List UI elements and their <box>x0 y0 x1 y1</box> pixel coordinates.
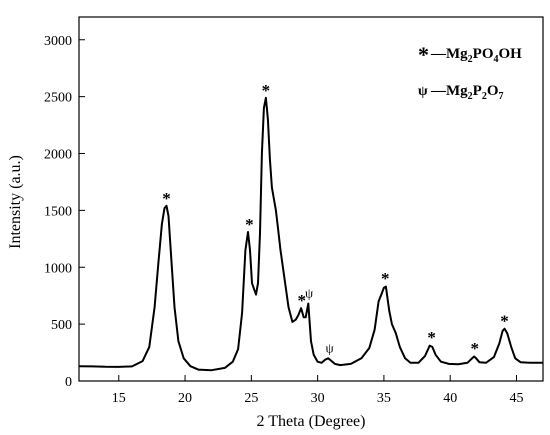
peak-marker-mg2po4oh: * <box>245 215 254 234</box>
peak-marker-mg2p2o7: ψ <box>305 286 313 301</box>
y-axis-label: Intensity (a.u.) <box>7 155 24 249</box>
peak-marker-mg2po4oh: * <box>162 189 171 208</box>
xrd-pattern-line <box>78 96 543 372</box>
legend-formula-text: Mg <box>446 46 468 62</box>
y-tick-label: 1000 <box>44 261 72 276</box>
y-tick-label: 2500 <box>44 91 72 106</box>
plot-area: 15 20 25 30 35 40 45 0 500 1000 1500 2000 2500 3000 * *… <box>44 16 544 406</box>
x-tick-label: 35 <box>377 391 391 406</box>
x-tick-label: 20 <box>178 391 192 406</box>
peak-marker-mg2po4oh: * <box>262 81 271 100</box>
legend-symbol: ψ <box>418 84 428 99</box>
x-tick-label: 40 <box>443 391 457 406</box>
x-tick-label: 45 <box>509 391 523 406</box>
x-axis-label: 2 Theta (Degree) <box>257 413 366 430</box>
peak-marker-mg2p2o7: ψ <box>325 341 333 356</box>
legend-formula-text: P <box>473 83 482 99</box>
x-tick-label: 15 <box>112 391 126 406</box>
y-tick-label: 1500 <box>44 204 72 219</box>
legend-symbol: * <box>418 42 429 67</box>
legend-formula-text: O <box>487 83 499 99</box>
legend-formula-subscript: 2 <box>468 54 473 65</box>
legend-formula-text: Mg <box>446 83 468 99</box>
legend-formula-subscript: 2 <box>482 91 487 102</box>
legend-label: —Mg2PO4OH <box>430 46 522 65</box>
y-tick-label: 0 <box>65 375 72 390</box>
x-tick-label: 25 <box>244 391 258 406</box>
peak-marker-mg2po4oh: * <box>297 291 306 310</box>
peak-marker-mg2po4oh: * <box>470 339 479 358</box>
x-tick-label: 30 <box>311 391 325 406</box>
y-tick-label: 500 <box>51 318 72 333</box>
legend-formula-subscript: 2 <box>468 91 473 102</box>
legend-formula-subscript: 7 <box>499 91 504 102</box>
y-tick-label: 3000 <box>44 34 72 49</box>
peak-marker-mg2po4oh: * <box>381 269 390 288</box>
legend-dash: — <box>430 46 447 62</box>
legend-formula-text: OH <box>499 46 523 62</box>
legend-label: —Mg2P2O7 <box>430 83 504 102</box>
legend-formula-text: PO <box>473 46 494 62</box>
peak-marker-mg2po4oh: * <box>500 311 509 330</box>
legend-formula-subscript: 4 <box>494 54 499 65</box>
y-tick-label: 2000 <box>44 148 72 163</box>
plot-frame <box>78 16 544 382</box>
legend-dash: — <box>430 83 447 99</box>
peak-marker-mg2po4oh: * <box>427 328 436 347</box>
